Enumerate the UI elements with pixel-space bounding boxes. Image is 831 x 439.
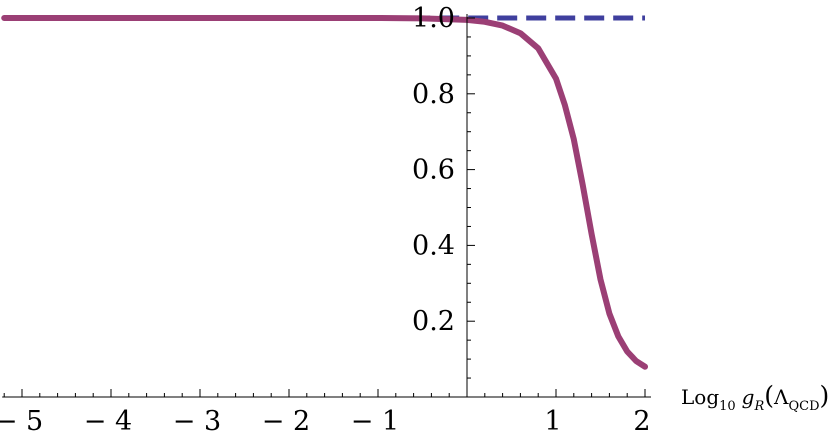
y-tick-label: 0.6	[412, 155, 455, 186]
x-label-arg-sub: QCD	[789, 399, 820, 414]
x-label-log: Log	[681, 385, 719, 409]
x-tick-label: 1	[544, 406, 561, 437]
x-label-arg: Λ	[773, 385, 789, 409]
x-label-base: 10	[719, 399, 736, 414]
x-label-var-sub: R	[753, 399, 764, 414]
x-label-var: g	[742, 385, 755, 409]
x-tick-label: − 2	[262, 406, 310, 437]
solid-series-line	[1, 15, 648, 370]
x-tick-label: − 5	[0, 406, 43, 437]
x-axis-title: Log10 gR(ΛQCD)	[681, 381, 829, 414]
axes-layer: − 5 − 4 − 3 − 2 − 1 1 2 0.2 0.4 0.6 0.8 1.0	[0, 3, 651, 437]
y-tick-label: 0.4	[412, 230, 455, 261]
x-tick-label: − 4	[84, 406, 132, 437]
series-layer	[1, 15, 648, 370]
y-tick-label: 1.0	[412, 3, 455, 34]
x-tick-label: 2	[633, 406, 650, 437]
y-tick-label: 0.2	[412, 306, 455, 337]
x-tick-label: − 1	[351, 406, 399, 437]
x-tick-label: − 3	[173, 406, 221, 437]
x-axis-label: Log10 gR(ΛQCD)	[681, 381, 829, 414]
x-label-close-paren: )	[820, 381, 830, 410]
y-tick-label: 0.8	[412, 79, 455, 110]
x-label-open-paren: (	[764, 381, 774, 410]
